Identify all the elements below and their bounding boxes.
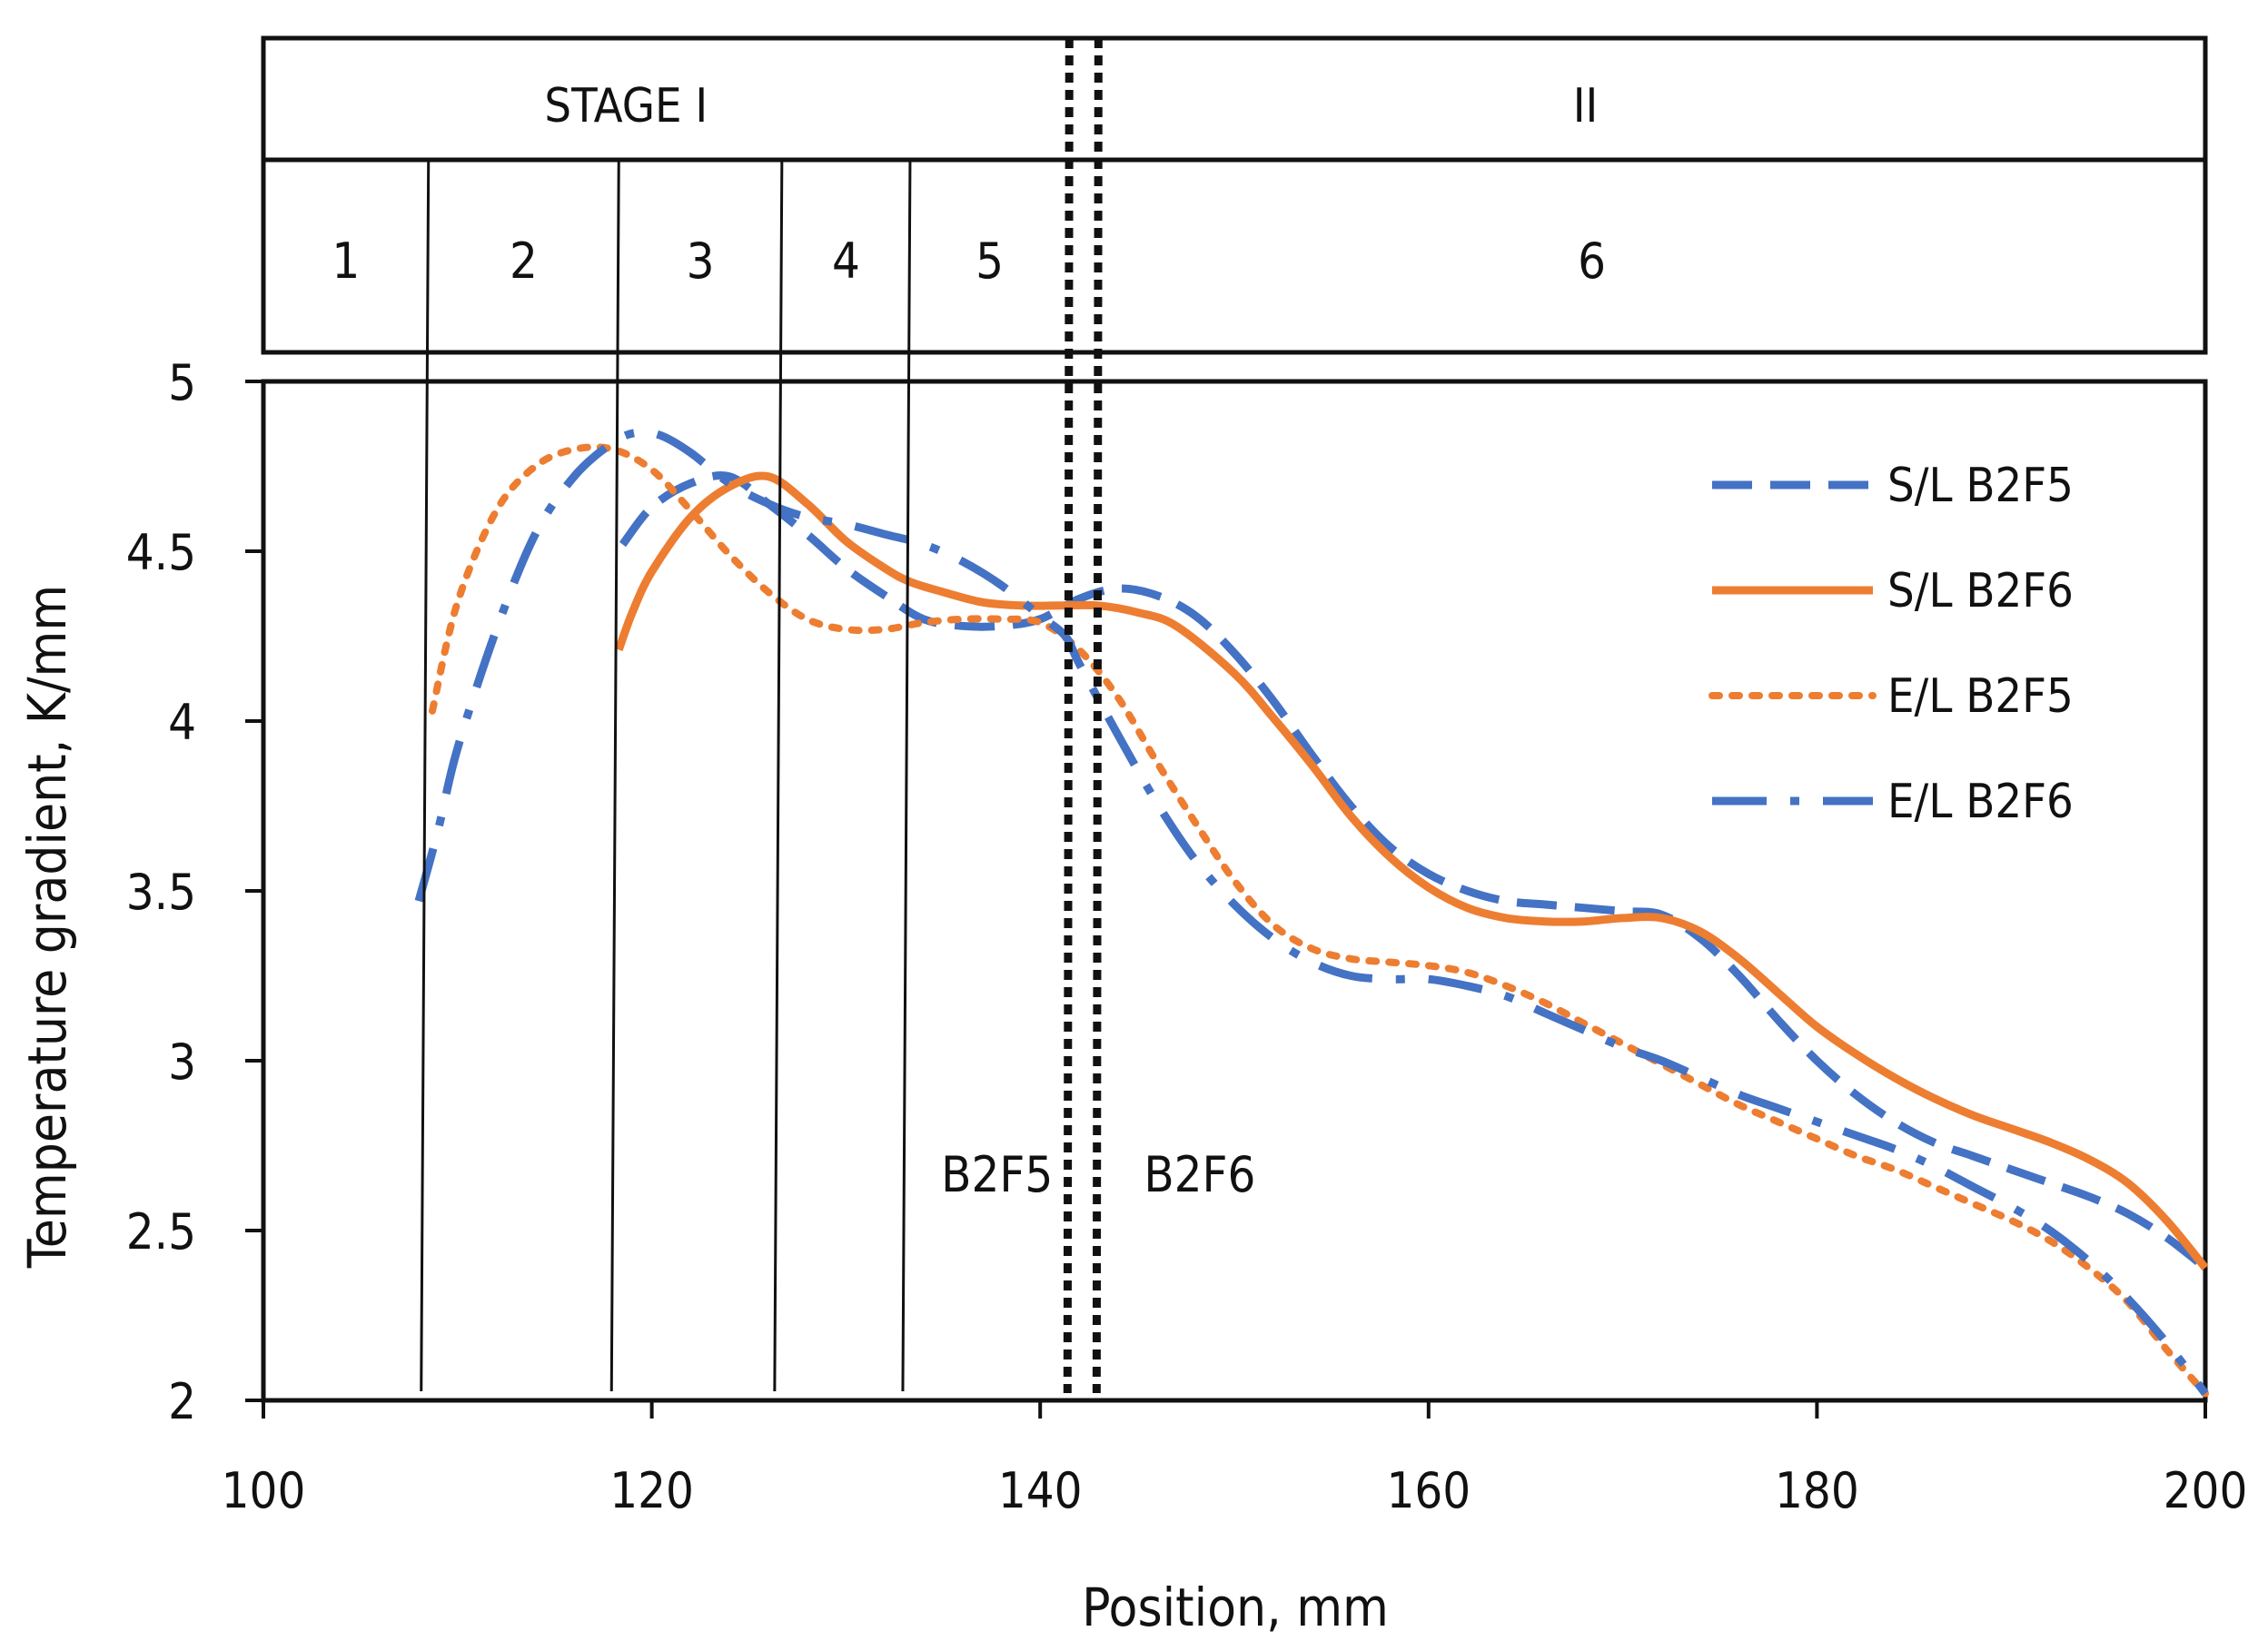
x-tick-label-200: 200 — [2164, 1462, 2248, 1519]
marker-line-b2f6 — [1092, 37, 1103, 1394]
x-axis-label: Position, mm — [1082, 1577, 1389, 1638]
stage-box: STAGE I II 1 2 3 4 5 6 — [261, 35, 2208, 355]
series-line-s-l-b2f6 — [615, 471, 2209, 1270]
series-line-e-l-b2f6 — [414, 428, 2209, 1397]
legend-layer: S/L B2F5 S/L B2F6 E/L B2F5 E/L B2F6 — [1708, 459, 2074, 829]
region-boundary-line-3 — [773, 159, 784, 1392]
region-boundary-line-2 — [609, 159, 620, 1392]
legend-label-e-l-b2f5: E/L B2F5 — [1887, 669, 2074, 724]
y-tick-label-3-5: 3.5 — [126, 864, 196, 921]
region-label-5: 5 — [976, 232, 1004, 290]
x-tick-label-160: 160 — [1386, 1462, 1471, 1519]
x-tick-label-120: 120 — [609, 1462, 694, 1519]
marker-line-b2f5 — [1063, 37, 1074, 1394]
stage-label-ii: II — [1573, 79, 1599, 133]
legend-label-s-l-b2f6: S/L B2F6 — [1887, 564, 2074, 618]
marker-label-b2f5: B2F5 — [941, 1146, 1053, 1203]
stage-box-border — [261, 35, 2208, 355]
series-line-e-l-b2f5 — [429, 443, 2209, 1398]
axes-layer: 100 120 140 160 180 200 2 2.5 3 3.5 4 4.5 5 — [126, 354, 2248, 1519]
series-layer — [414, 428, 2209, 1398]
marker-label-b2f6: B2F6 — [1144, 1146, 1255, 1203]
y-tick-label-4-5: 4.5 — [126, 524, 196, 581]
legend-label-e-l-b2f6: E/L B2F6 — [1887, 775, 2074, 829]
region-label-3: 3 — [687, 232, 715, 290]
x-tick-label-180: 180 — [1775, 1462, 1859, 1519]
legend-label-s-l-b2f5: S/L B2F5 — [1887, 459, 2074, 513]
region-boundary-line-1 — [420, 159, 431, 1392]
x-tick-label-140: 140 — [998, 1462, 1083, 1519]
y-tick-label-5: 5 — [168, 354, 196, 411]
y-axis-label: Temperature gradient, K/mm — [16, 585, 78, 1269]
region-label-4: 4 — [832, 232, 860, 290]
region-boundary-line-4 — [901, 159, 912, 1392]
region-label-2: 2 — [510, 232, 538, 290]
region-label-1: 1 — [332, 232, 360, 290]
x-tick-label-100: 100 — [222, 1462, 306, 1519]
series-line-s-l-b2f5 — [619, 471, 2208, 1271]
stage-label-stage-i: STAGE I — [544, 79, 708, 133]
overlay-layer: B2F5 B2F6 — [420, 37, 1255, 1394]
y-tick-label-2-5: 2.5 — [126, 1203, 196, 1260]
region-label-6: 6 — [1578, 232, 1606, 290]
y-tick-label-4: 4 — [168, 694, 196, 751]
y-tick-label-3: 3 — [168, 1033, 196, 1091]
y-tick-label-2: 2 — [168, 1373, 196, 1430]
